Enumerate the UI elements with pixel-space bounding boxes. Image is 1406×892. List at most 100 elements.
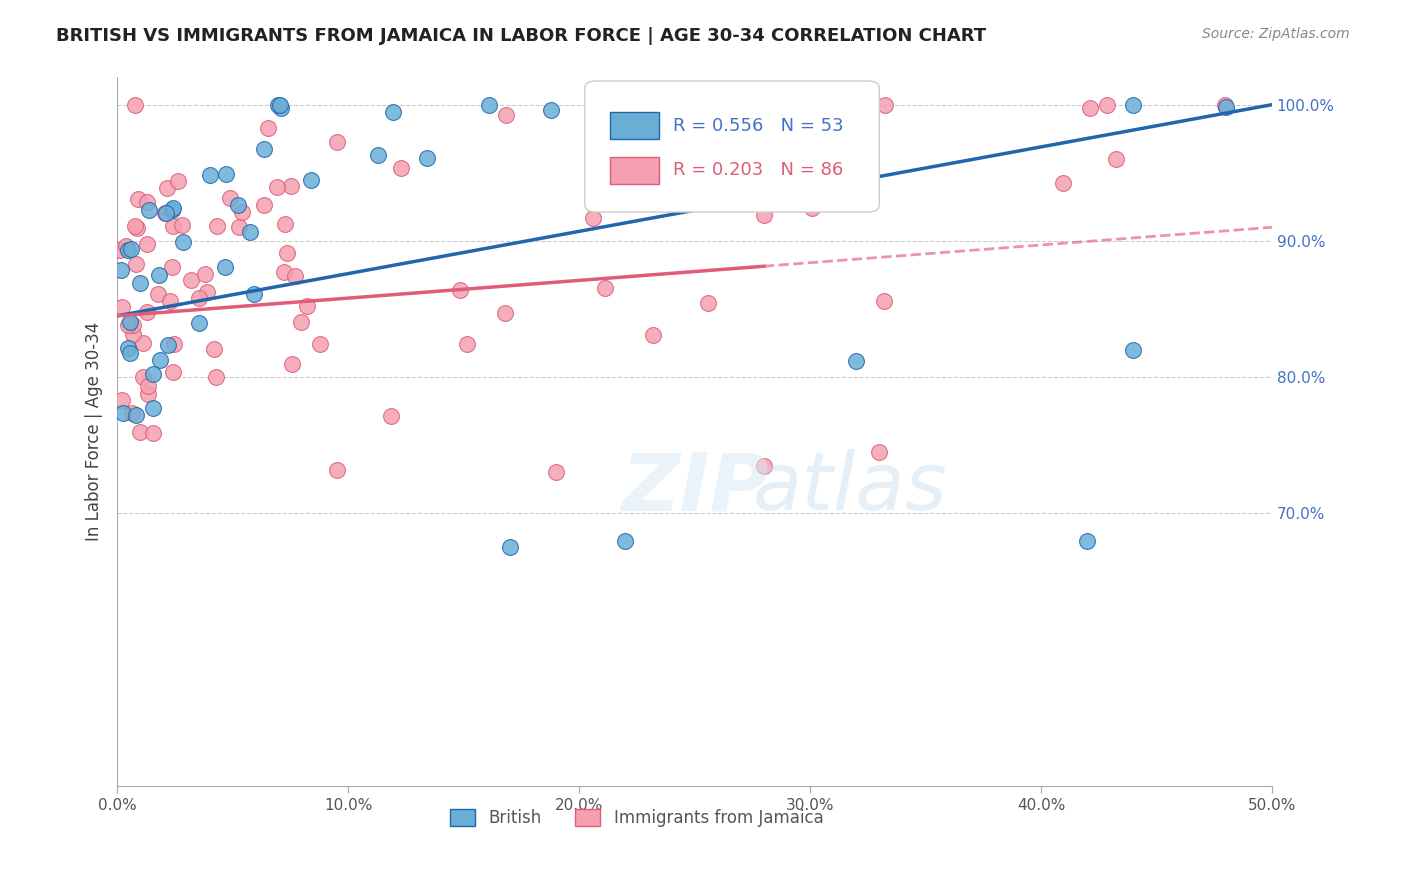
Point [1215,100,1237,114]
Point [540,103,562,118]
Point [228,220,250,235]
Point [273,218,295,232]
Point [205,369,228,384]
Point [124,219,146,233]
Text: R = 0.556   N = 53: R = 0.556 N = 53 [672,117,844,135]
Point [214,167,236,181]
Point [1213,97,1236,112]
Point [367,148,389,162]
Point [172,235,194,250]
Point [121,318,143,332]
Point [118,346,141,360]
Point [697,295,720,310]
Point [416,151,439,165]
Point [160,260,183,274]
Point [122,326,145,341]
Point [273,265,295,279]
Point [194,268,217,282]
Point [135,237,157,252]
Point [873,97,896,112]
Point [1105,153,1128,167]
Point [205,219,228,233]
Point [1052,176,1074,190]
Point [155,206,177,220]
Point [219,191,242,205]
Legend: British, Immigrants from Jamaica: British, Immigrants from Jamaica [444,803,830,834]
Point [326,135,349,149]
Point [111,406,134,420]
Point [153,206,176,220]
Point [1078,101,1101,115]
Point [156,181,179,195]
Y-axis label: In Labor Force | Age 30-34: In Labor Force | Age 30-34 [86,322,103,541]
Point [125,257,148,271]
Point [129,276,152,290]
Point [110,300,132,314]
Point [160,202,183,217]
Point [108,244,131,258]
Point [449,284,471,298]
Point [149,353,172,368]
Point [131,370,153,384]
Point [838,97,860,112]
Point [290,315,312,329]
Point [142,401,165,416]
Point [270,101,292,115]
Point [120,242,142,256]
Point [214,260,236,275]
Point [499,541,522,555]
Point [231,205,253,219]
Point [117,243,139,257]
Point [253,142,276,156]
Point [299,173,322,187]
Point [243,286,266,301]
Point [868,445,890,459]
Point [159,293,181,308]
Point [256,120,278,135]
FancyBboxPatch shape [610,112,659,139]
Point [1095,97,1118,112]
Point [783,97,806,112]
Point [125,408,148,422]
Text: ZIP: ZIP [621,450,768,527]
Text: Source: ZipAtlas.com: Source: ZipAtlas.com [1202,27,1350,41]
Point [148,268,170,283]
Point [763,148,786,162]
Point [162,219,184,234]
Point [121,406,143,420]
Point [162,202,184,216]
Point [801,201,824,215]
Point [124,97,146,112]
Point [281,357,304,371]
Point [156,338,179,352]
Point [142,368,165,382]
Point [752,458,775,473]
Point [128,425,150,440]
Point [284,268,307,283]
Point [478,97,501,112]
Point [266,180,288,194]
Point [138,203,160,218]
Point [295,299,318,313]
Point [495,108,517,122]
Point [1122,343,1144,357]
Point [280,179,302,194]
Point [456,336,478,351]
Point [136,195,159,210]
Point [494,305,516,319]
Point [198,169,221,183]
Point [166,173,188,187]
Point [752,208,775,222]
Text: BRITISH VS IMMIGRANTS FROM JAMAICA IN LABOR FORCE | AGE 30-34 CORRELATION CHART: BRITISH VS IMMIGRANTS FROM JAMAICA IN LA… [56,27,987,45]
Point [630,191,652,205]
Point [163,336,186,351]
Point [195,285,218,300]
Point [188,316,211,330]
Point [325,463,347,477]
Point [269,97,291,112]
Point [110,262,132,277]
Point [142,425,165,440]
Point [380,409,402,423]
Point [136,387,159,401]
FancyBboxPatch shape [610,157,659,184]
